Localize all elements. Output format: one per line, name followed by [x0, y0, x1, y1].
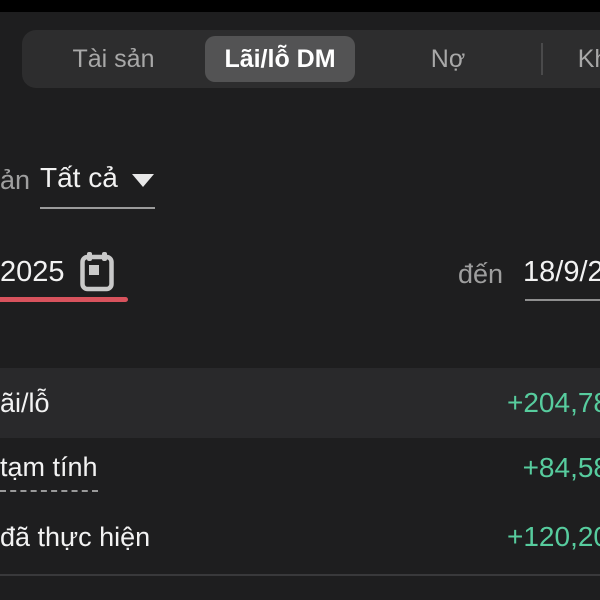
- dropdown-selected-value: Tất cả: [40, 162, 118, 193]
- pl-row-value: +204,78: [507, 387, 600, 418]
- tab-divider: [541, 43, 543, 75]
- date-to-value[interactable]: 18/9/2: [523, 256, 600, 288]
- segmented-tab-bar: Tài sản Lãi/lỗ DM Nợ Kh: [22, 30, 600, 88]
- pl-row-total: ãi/lỗ +204,78: [0, 368, 600, 438]
- tab-no[interactable]: Nợ: [430, 44, 466, 73]
- pl-row-value: +120,20: [507, 521, 600, 552]
- tab-khac[interactable]: Kh: [577, 44, 600, 73]
- account-filter-dropdown[interactable]: Tất cả: [40, 162, 154, 194]
- pl-row-label[interactable]: tạm tính: [0, 452, 98, 492]
- calendar-icon[interactable]: [80, 250, 114, 299]
- date-to-underline: [525, 299, 600, 301]
- section-divider: [0, 574, 600, 576]
- pl-row-label: đã thực hiện: [0, 521, 151, 552]
- pl-row-label: ãi/lỗ: [0, 387, 50, 418]
- chevron-down-icon: [131, 173, 154, 187]
- tab-tai-san[interactable]: Tài sản: [72, 44, 155, 73]
- pl-row-value: +84,58: [522, 452, 600, 483]
- tab-lai-lo-dm[interactable]: Lãi/lỗ DM: [205, 36, 355, 82]
- pl-row-realized: đã thực hiện +120,20: [0, 502, 600, 572]
- dropdown-underline: [40, 207, 155, 209]
- filter-label-partial: ản: [0, 165, 31, 195]
- date-from-active-underline: [0, 297, 128, 302]
- system-top-strip: [0, 0, 600, 12]
- date-to-label: đến: [458, 259, 504, 289]
- pl-row-unrealized: tạm tính +84,58: [0, 433, 600, 503]
- date-from-value[interactable]: 2025: [0, 256, 65, 288]
